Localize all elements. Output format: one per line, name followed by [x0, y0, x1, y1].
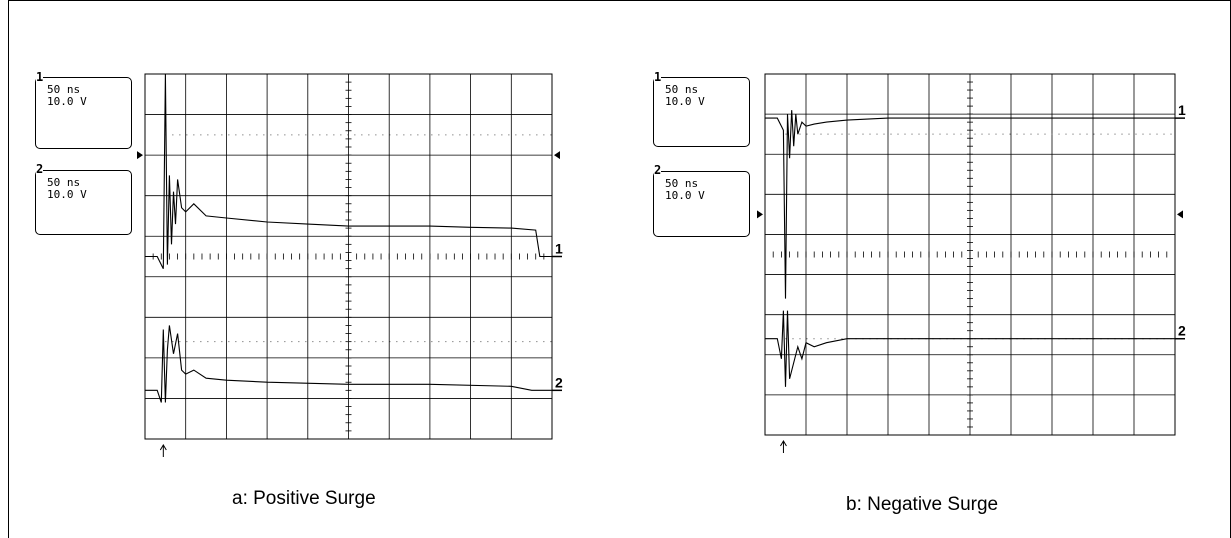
trace-channel-1	[145, 73, 552, 269]
right-level-marker	[554, 151, 560, 160]
trace-channel-2	[765, 310, 1175, 387]
channel-label-2: 2	[1178, 323, 1186, 339]
oscilloscope-plot-b: 12	[757, 73, 1186, 453]
channel-2-number: 2	[654, 163, 662, 177]
channel-1-volts: 10.0 V	[665, 95, 705, 108]
channel-2-timebase: 50 ns	[47, 176, 81, 189]
channel-1-timebase: 50 ns	[665, 83, 699, 96]
channel-label-2: 2	[555, 374, 563, 390]
trigger-arrow-head	[780, 440, 787, 447]
right-level-marker	[1177, 210, 1183, 219]
channel-1-settings-box: 50 ns 10.0 V	[35, 77, 132, 149]
caption-negative-surge: b: Negative Surge	[846, 494, 999, 515]
left-level-marker	[137, 151, 143, 160]
channel-1-volts: 10.0 V	[47, 95, 87, 108]
channel-1-settings-box: 50 ns 10.0 V	[653, 77, 750, 147]
trace-channel-2	[145, 325, 552, 403]
channel-1-number: 1	[36, 70, 44, 84]
channel-2-timebase: 50 ns	[665, 177, 699, 190]
channel-2-volts: 10.0 V	[665, 189, 705, 202]
channel-label-1: 1	[1178, 102, 1186, 118]
channel-2-volts: 10.0 V	[47, 188, 87, 201]
left-level-marker	[757, 210, 763, 219]
trigger-arrow-head	[159, 444, 167, 451]
channel-2-settings-box: 50 ns 10.0 V	[653, 171, 750, 237]
caption-positive-surge: a: Positive Surge	[232, 488, 376, 509]
channel-1-number: 1	[654, 70, 662, 84]
channel-2-settings-box: 50 ns 10.0 V	[35, 170, 132, 235]
channel-label-1: 1	[555, 241, 563, 257]
trace-channel-1	[765, 110, 1175, 299]
oscilloscope-plot-a: 12	[137, 73, 563, 457]
channel-1-timebase: 50 ns	[47, 83, 81, 96]
channel-2-number: 2	[36, 162, 44, 176]
